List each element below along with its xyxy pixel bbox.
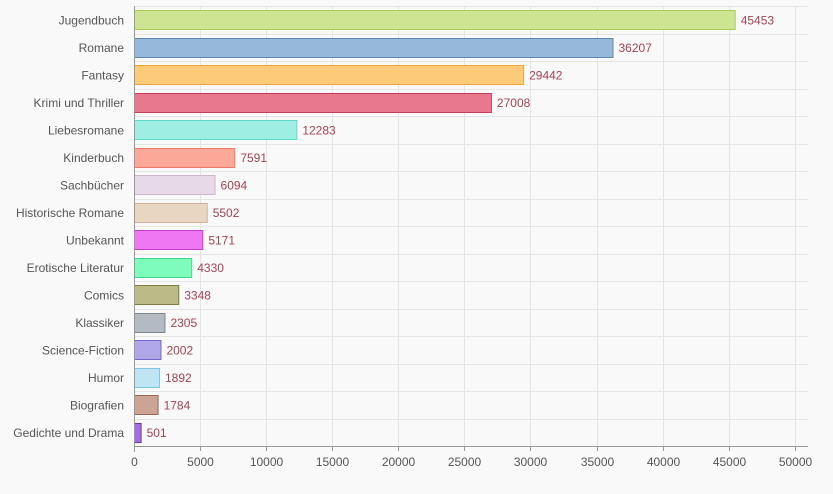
bar[interactable] <box>134 148 236 168</box>
data-label: 5171 <box>208 233 235 247</box>
bar[interactable] <box>134 368 161 388</box>
category-label: Biografien <box>70 398 124 412</box>
data-label: 2002 <box>166 343 193 357</box>
data-label: 5502 <box>213 206 240 220</box>
data-label: 6094 <box>221 178 248 192</box>
x-tick-label: 45000 <box>713 455 747 469</box>
x-axis: 0 5000 10000 15000 20000 25000 30000 35000 40000… <box>131 6 813 469</box>
bar[interactable] <box>134 38 614 58</box>
category-label: Klassiker <box>75 316 124 330</box>
bar[interactable] <box>134 65 525 85</box>
data-label: 36207 <box>619 41 653 55</box>
bar[interactable] <box>134 340 162 360</box>
data-label: 27008 <box>497 96 531 110</box>
data-label: 45453 <box>741 13 775 27</box>
category-label: Unbekannt <box>66 233 125 247</box>
category-label: Sachbücher <box>60 178 124 192</box>
data-label: 1784 <box>164 398 191 412</box>
bar[interactable] <box>134 120 298 140</box>
category-label: Science-Fiction <box>42 343 124 357</box>
category-labels: Jugendbuch Romane Fantasy Krimi und Thrille… <box>13 13 124 440</box>
data-label: 29442 <box>529 68 563 82</box>
data-label: 3348 <box>184 288 211 302</box>
value-labels: 45453 36207 29442 27008 12283 7591 6094 5502 517… <box>147 13 775 440</box>
x-tick-label: 50000 <box>779 455 813 469</box>
category-label: Gedichte und Drama <box>13 426 124 440</box>
category-label: Erotische Literatur <box>27 261 124 275</box>
category-label: Kinderbuch <box>63 151 124 165</box>
x-tick-label: 20000 <box>382 455 416 469</box>
x-tick-label: 25000 <box>448 455 482 469</box>
bar[interactable] <box>134 203 208 223</box>
x-tick-label: 15000 <box>316 455 350 469</box>
bar[interactable] <box>134 285 180 305</box>
x-tick-label: 35000 <box>581 455 615 469</box>
bar[interactable] <box>134 395 159 415</box>
category-label: Historische Romane <box>16 206 124 220</box>
category-label: Comics <box>84 288 124 302</box>
x-tick-label: 30000 <box>514 455 548 469</box>
bar[interactable] <box>134 423 142 443</box>
data-label: 7591 <box>240 151 267 165</box>
data-label: 501 <box>147 426 167 440</box>
category-label: Krimi und Thriller <box>34 96 124 110</box>
data-label: 1892 <box>165 371 192 385</box>
data-label: 12283 <box>302 123 336 137</box>
bar[interactable] <box>134 175 216 195</box>
data-label: 2305 <box>170 316 197 330</box>
category-label: Liebesromane <box>48 123 124 137</box>
category-label: Humor <box>88 371 124 385</box>
category-label: Fantasy <box>81 68 124 82</box>
category-label: Romane <box>79 41 125 55</box>
bar[interactable] <box>134 230 204 250</box>
category-label: Jugendbuch <box>59 13 124 27</box>
bar[interactable] <box>134 313 166 333</box>
bar[interactable] <box>134 10 736 30</box>
data-label: 4330 <box>197 261 224 275</box>
x-tick-label: 40000 <box>647 455 681 469</box>
x-tick-label: 10000 <box>250 455 284 469</box>
x-tick-label: 5000 <box>187 455 214 469</box>
bar[interactable] <box>134 258 193 278</box>
x-tick-label: 0 <box>131 455 138 469</box>
bar[interactable] <box>134 93 492 113</box>
